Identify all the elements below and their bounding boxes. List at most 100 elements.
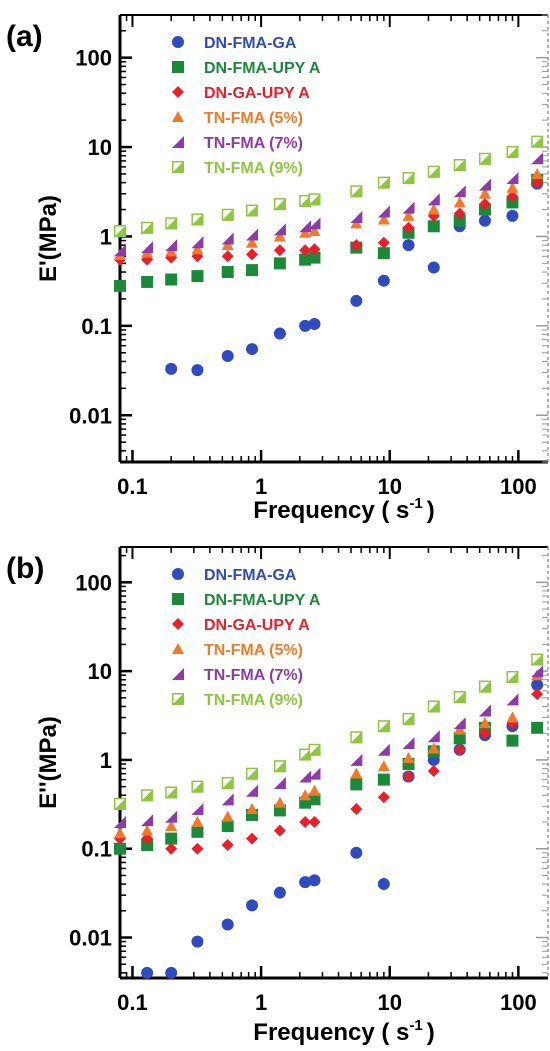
data-point: [165, 810, 178, 823]
data-point: [141, 789, 154, 802]
legend-label: DN-FMA-GA: [204, 35, 297, 52]
data-point: [377, 274, 390, 287]
legend-label: TN-FMA (9%): [204, 692, 303, 709]
data-point: [531, 135, 544, 148]
data-point: [246, 248, 259, 261]
data-point-fill: [221, 776, 234, 789]
data-point: [299, 220, 312, 233]
data-point: [221, 250, 234, 263]
data-point-fill: [308, 193, 321, 206]
data-point: [191, 364, 204, 377]
data-point: [221, 793, 234, 806]
data-point-fill: [299, 194, 312, 207]
data-point: [273, 198, 286, 211]
data-point: [191, 780, 204, 793]
axes: 0.1 1 10 100 0.01 0.1 1 10 100: [69, 546, 549, 1015]
data-point: [377, 791, 390, 804]
data-point: [141, 839, 154, 852]
data-point: [246, 204, 259, 217]
data-point: [246, 767, 259, 780]
data-point: [377, 176, 390, 189]
x-axis-title: Frequency ( s-1): [253, 495, 434, 524]
data-point: [531, 176, 544, 189]
data-point: [350, 846, 363, 859]
y-tick-label: 0.1: [81, 314, 112, 339]
data-point: [531, 678, 544, 691]
data-point-fill: [273, 198, 286, 211]
data-point: [221, 776, 234, 789]
data-point: [377, 743, 390, 756]
data-point: [273, 776, 286, 789]
data-point: [299, 253, 312, 266]
data-point: [246, 832, 259, 845]
y-tick-label: 10: [88, 659, 112, 684]
legend-marker: [172, 136, 184, 148]
series-6: [114, 135, 544, 238]
data-point-fill: [478, 680, 491, 693]
x-tick-label: 10: [377, 990, 401, 1015]
data-point: [377, 247, 390, 260]
data-point: [246, 803, 259, 815]
data-point: [299, 319, 312, 332]
data-point-fill: [531, 653, 544, 666]
data-point: [350, 185, 363, 198]
data-point: [427, 203, 440, 215]
y-tick-label: 100: [75, 46, 112, 71]
legend-label: TN-FMA (7%): [204, 135, 303, 152]
y-tick-label: 0.1: [81, 837, 112, 862]
data-point: [427, 742, 440, 754]
panel-label: (b): [6, 552, 44, 585]
data-point: [191, 213, 204, 226]
data-point-fill: [350, 185, 363, 198]
data-point: [506, 181, 519, 193]
data-point: [141, 824, 154, 836]
data-point-fill: [165, 217, 178, 230]
data-point-fill: [453, 158, 466, 171]
data-point: [246, 228, 259, 241]
panel-b: (b) 0.1 1 10 100 0.01 0.1 1 10 100 Frequency ( s-1…: [6, 546, 549, 1046]
x-tick-label: 100: [500, 474, 537, 499]
legend-marker: [172, 693, 184, 705]
series-4: [114, 669, 544, 839]
data-point-fill: [246, 204, 259, 217]
data-point: [273, 760, 286, 773]
data-point: [531, 152, 544, 165]
data-point: [453, 717, 466, 730]
series-5: [114, 152, 544, 257]
data-point: [453, 214, 466, 227]
data-point: [114, 815, 126, 828]
data-point: [453, 196, 466, 208]
series-3: [114, 176, 544, 266]
data-point: [299, 770, 312, 783]
data-point: [531, 688, 544, 701]
data-point: [377, 236, 390, 249]
x-axis-title-main: Frequency ( s: [253, 1019, 409, 1046]
data-point-fill: [427, 165, 440, 178]
data-point: [308, 193, 321, 206]
data-point: [453, 691, 466, 704]
data-point: [246, 784, 259, 797]
data-point: [114, 244, 126, 257]
data-point-fill: [191, 780, 204, 793]
x-axis-title-superscript: -1: [409, 1017, 422, 1034]
data-point: [350, 239, 363, 252]
data-point-fill: [453, 691, 466, 704]
data-point: [402, 712, 415, 725]
x-axis-title-main: Frequency ( s: [253, 497, 409, 524]
data-point: [165, 217, 178, 230]
data-point: [221, 239, 234, 251]
data-point-fill: [221, 208, 234, 221]
data-point: [402, 770, 415, 783]
data-point: [478, 178, 491, 191]
data-point: [221, 820, 234, 833]
minor-ticks: [119, 547, 548, 978]
data-point: [114, 225, 126, 238]
x-axis-title-end: ): [427, 1019, 435, 1046]
data-point: [308, 217, 321, 230]
series-4: [114, 167, 544, 261]
data-point: [402, 172, 415, 185]
data-point: [377, 213, 390, 225]
data-point: [165, 786, 178, 799]
data-point: [308, 317, 321, 330]
